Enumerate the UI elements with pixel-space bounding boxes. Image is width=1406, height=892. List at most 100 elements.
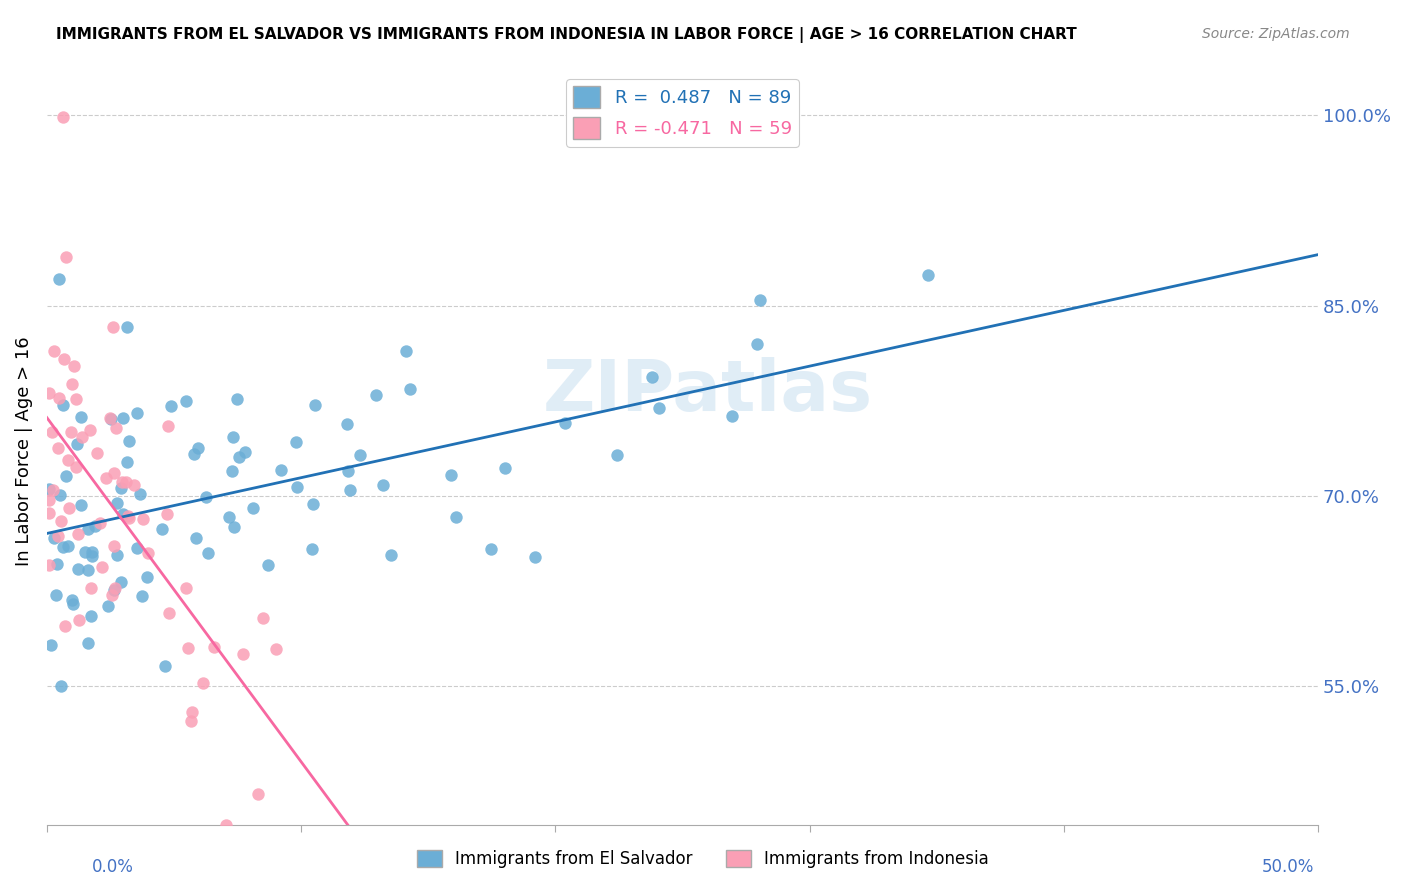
Point xyxy=(39,639,62,653)
Point xyxy=(721,409,744,423)
Point xyxy=(256,558,278,572)
Point xyxy=(266,642,288,657)
Y-axis label: In Labor Force | Age > 16: In Labor Force | Age > 16 xyxy=(15,336,32,566)
Point xyxy=(339,483,361,498)
Point xyxy=(159,400,181,414)
Point xyxy=(494,461,516,475)
Point xyxy=(117,434,139,448)
Point xyxy=(51,540,73,554)
Text: ZIPatlas: ZIPatlas xyxy=(543,357,873,426)
Point xyxy=(53,352,76,367)
Point xyxy=(153,659,176,673)
Point xyxy=(49,514,72,528)
Point xyxy=(235,445,257,459)
Point xyxy=(53,619,76,633)
Point xyxy=(42,344,65,359)
Point xyxy=(103,583,125,598)
Point xyxy=(183,448,205,462)
Point xyxy=(101,588,124,602)
Point xyxy=(38,558,60,572)
Point xyxy=(222,520,245,534)
Point xyxy=(917,268,939,283)
Point xyxy=(336,464,359,478)
Point xyxy=(38,385,60,400)
Point xyxy=(60,377,83,392)
Point xyxy=(66,527,89,541)
Point xyxy=(55,250,77,264)
Point xyxy=(221,464,243,478)
Point xyxy=(157,606,180,620)
Point xyxy=(56,540,79,554)
Point xyxy=(45,588,67,602)
Point xyxy=(42,483,65,497)
Point xyxy=(177,641,200,656)
Point xyxy=(80,549,103,564)
Point xyxy=(554,417,576,431)
Point xyxy=(336,417,359,432)
Point xyxy=(444,510,467,524)
Text: IMMIGRANTS FROM EL SALVADOR VS IMMIGRANTS FROM INDONESIA IN LABOR FORCE | AGE > : IMMIGRANTS FROM EL SALVADOR VS IMMIGRANT… xyxy=(56,27,1077,43)
Text: 0.0%: 0.0% xyxy=(91,858,134,876)
Point xyxy=(380,548,402,562)
Point xyxy=(125,405,148,419)
Point xyxy=(80,609,103,624)
Point xyxy=(66,436,89,450)
Point xyxy=(46,529,69,543)
Point xyxy=(118,510,141,524)
Point xyxy=(111,475,134,490)
Point xyxy=(246,788,269,802)
Point xyxy=(270,463,292,477)
Point xyxy=(193,676,215,690)
Point xyxy=(197,546,219,560)
Point xyxy=(349,448,371,462)
Point xyxy=(105,549,128,563)
Point xyxy=(226,392,249,406)
Text: 50.0%: 50.0% xyxy=(1263,858,1315,876)
Point xyxy=(89,516,111,531)
Point xyxy=(101,320,124,334)
Text: Source: ZipAtlas.com: Source: ZipAtlas.com xyxy=(1202,27,1350,41)
Point xyxy=(100,412,122,426)
Point xyxy=(156,507,179,521)
Legend: R =  0.487   N = 89, R = -0.471   N = 59: R = 0.487 N = 89, R = -0.471 N = 59 xyxy=(567,79,799,146)
Point xyxy=(228,450,250,465)
Point xyxy=(65,459,87,474)
Point xyxy=(136,545,159,559)
Point xyxy=(70,410,93,425)
Point xyxy=(38,493,60,508)
Point xyxy=(302,497,325,511)
Point xyxy=(70,498,93,512)
Point xyxy=(79,423,101,437)
Point xyxy=(67,613,90,627)
Point xyxy=(76,563,98,577)
Point xyxy=(49,679,72,693)
Point xyxy=(105,420,128,434)
Point xyxy=(73,545,96,559)
Point xyxy=(174,581,197,595)
Point xyxy=(156,418,179,433)
Point xyxy=(606,448,628,462)
Point xyxy=(46,441,69,455)
Point xyxy=(128,487,150,501)
Point xyxy=(150,522,173,536)
Point xyxy=(62,597,84,611)
Point xyxy=(395,344,418,359)
Legend: Immigrants from El Salvador, Immigrants from Indonesia: Immigrants from El Salvador, Immigrants … xyxy=(411,843,995,875)
Point xyxy=(180,714,202,728)
Point xyxy=(748,293,770,307)
Point xyxy=(55,469,77,483)
Point xyxy=(242,501,264,516)
Point xyxy=(366,387,388,401)
Point xyxy=(48,391,70,405)
Point xyxy=(215,818,238,832)
Point xyxy=(104,582,127,596)
Point xyxy=(77,636,100,650)
Point xyxy=(82,545,104,559)
Point xyxy=(187,441,209,455)
Point xyxy=(195,490,218,504)
Point xyxy=(84,519,107,533)
Point xyxy=(38,482,60,496)
Point xyxy=(77,522,100,536)
Point xyxy=(115,455,138,469)
Point xyxy=(72,429,94,443)
